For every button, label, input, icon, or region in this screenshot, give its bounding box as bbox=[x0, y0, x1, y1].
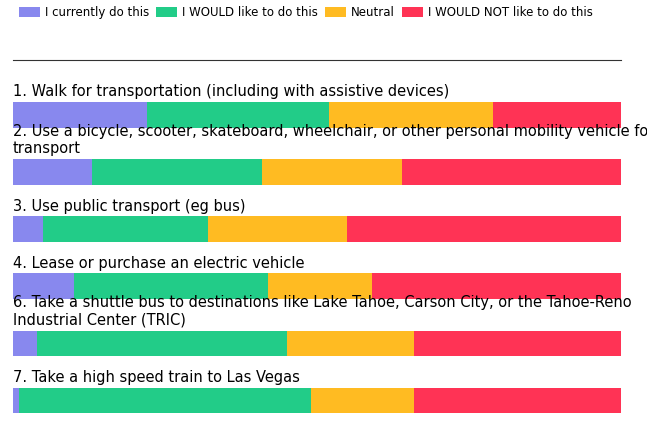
Bar bbox=[402, 159, 621, 185]
Bar bbox=[19, 388, 311, 413]
Bar bbox=[208, 217, 347, 242]
Text: 6. Take a shuttle bus to destinations like Lake Tahoe, Carson City, or the Tahoe: 6. Take a shuttle bus to destinations li… bbox=[13, 295, 631, 328]
Bar bbox=[74, 274, 269, 299]
Bar bbox=[147, 102, 329, 128]
Bar bbox=[13, 102, 147, 128]
Bar bbox=[43, 217, 208, 242]
Bar bbox=[13, 217, 43, 242]
Bar bbox=[262, 159, 402, 185]
Bar bbox=[269, 274, 372, 299]
Bar bbox=[287, 331, 414, 356]
Bar bbox=[347, 217, 621, 242]
Bar bbox=[494, 102, 621, 128]
Text: 4. Lease or purchase an electric vehicle: 4. Lease or purchase an electric vehicle bbox=[13, 255, 305, 271]
Bar bbox=[372, 274, 621, 299]
Bar bbox=[13, 159, 92, 185]
Bar bbox=[414, 331, 621, 356]
Bar bbox=[329, 102, 494, 128]
Bar bbox=[311, 388, 414, 413]
Text: 2. Use a bicycle, scooter, skateboard, wheelchair, or other personal mobility ve: 2. Use a bicycle, scooter, skateboard, w… bbox=[13, 124, 647, 156]
Text: 1. Walk for transportation (including with assistive devices): 1. Walk for transportation (including wi… bbox=[13, 84, 449, 99]
Bar bbox=[38, 331, 287, 356]
Bar bbox=[13, 331, 38, 356]
Text: 7. Take a high speed train to Las Vegas: 7. Take a high speed train to Las Vegas bbox=[13, 370, 300, 385]
Legend: I currently do this, I WOULD like to do this, Neutral, I WOULD NOT like to do th: I currently do this, I WOULD like to do … bbox=[19, 6, 593, 19]
Bar bbox=[92, 159, 262, 185]
Bar bbox=[414, 388, 621, 413]
Bar bbox=[13, 274, 74, 299]
Text: 3. Use public transport (eg bus): 3. Use public transport (eg bus) bbox=[13, 198, 245, 213]
Bar bbox=[13, 388, 19, 413]
